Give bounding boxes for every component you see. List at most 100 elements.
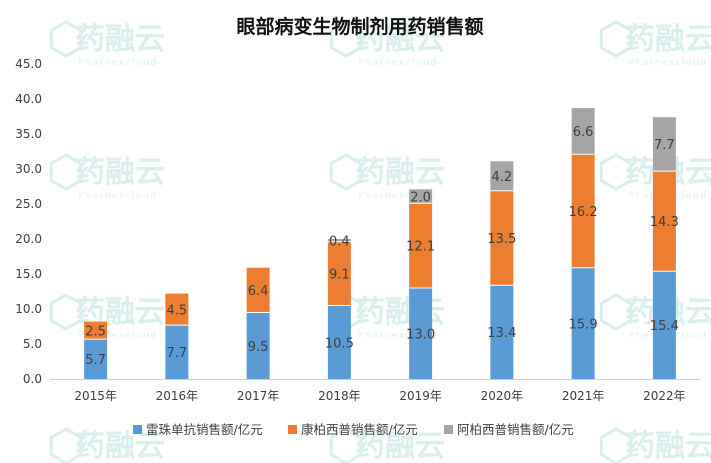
hexagon-logo-icon (49, 293, 83, 331)
data-label: 15.9 (569, 317, 598, 332)
hexagon-logo-icon (329, 20, 363, 58)
watermark-sub: Pharnexcloud (79, 191, 158, 201)
legend-swatch (133, 425, 142, 434)
axis-layer: 0.0 5.0 10.0 15.0 20.0 25.0 30.0 35.0 40.0 45.0 20… (15, 57, 700, 403)
legend-swatch (444, 425, 453, 434)
watermark-sub: Pharnexcloud (359, 191, 438, 201)
data-label: 9.1 (329, 268, 350, 283)
x-tick-label: 2017年 (237, 389, 280, 403)
bar-segment (652, 171, 676, 272)
y-tick-label: 45.0 (15, 57, 42, 71)
watermark-brand: 药融云 (75, 155, 165, 190)
data-label: 6.4 (248, 284, 269, 299)
bar-segment (652, 271, 676, 379)
legend-label: 雷珠单抗销售额/亿元 (146, 422, 263, 437)
legend-item: 阿柏西普销售额/亿元 (444, 422, 574, 437)
labels-layer: 5.7 2.5 7.7 4.5 9.5 6.4 10.5 9.1 0.4 13.0 12.1 2.0 1… (85, 125, 679, 368)
watermark-brand: 药融云 (75, 429, 165, 463)
data-label: 0.4 (329, 234, 350, 249)
bar-segment (571, 108, 595, 155)
bar-segment (409, 288, 433, 379)
bar-segment (246, 312, 270, 379)
legend-swatch (288, 425, 297, 434)
x-tick-label: 2016年 (156, 389, 199, 403)
y-tick-label: 10.0 (15, 302, 42, 316)
watermark-brand: 药融云 (625, 22, 711, 57)
y-tick-label: 25.0 (15, 197, 42, 211)
data-label: 5.7 (85, 353, 106, 368)
x-tick-label: 2020年 (481, 389, 524, 403)
y-tick-label: 0.0 (23, 372, 42, 386)
legend-label: 康柏西普销售额/亿元 (301, 422, 418, 437)
bar-segment (652, 117, 676, 172)
hexagon-logo-icon (599, 153, 633, 191)
y-tick-label: 5.0 (23, 337, 42, 351)
chart-title: 眼部病变生物制剂用药销售额 (236, 15, 483, 38)
hexagon-logo-icon (49, 427, 83, 463)
hexagon-logo-icon (599, 293, 633, 331)
data-label: 10.5 (325, 336, 354, 351)
x-tick-label: 2015年 (74, 389, 117, 403)
hexagon-logo-icon (49, 153, 83, 191)
legend-label: 阿柏西普销售额/亿元 (457, 422, 574, 437)
watermark-brand: 药融云 (355, 429, 445, 463)
x-tick-label: 2018年 (318, 389, 361, 403)
data-label: 4.2 (492, 170, 513, 185)
watermark-sub: Pharnexcloud (79, 331, 158, 341)
hexagon-logo-icon (49, 20, 83, 58)
bar-segment (327, 305, 351, 379)
legend-layer: 雷珠单抗销售额/亿元 康柏西普销售额/亿元 阿柏西普销售额/亿元 (133, 422, 574, 437)
x-tick-label: 2022年 (643, 389, 686, 403)
legend-item: 康柏西普销售额/亿元 (288, 422, 418, 437)
y-tick-label: 40.0 (15, 92, 42, 106)
bar-segment (490, 161, 514, 191)
bar-segment (165, 325, 189, 379)
bar-segment (409, 189, 433, 204)
watermark-layer: 药融云Pharnexcloud药融云Pharnexcloud药融云Pharnex… (49, 20, 711, 463)
data-label: 2.0 (410, 190, 431, 205)
bars-layer (84, 108, 676, 379)
bar-segment (409, 203, 433, 288)
bar-segment (327, 239, 351, 242)
data-label: 15.4 (650, 319, 679, 334)
data-label: 9.5 (248, 340, 269, 355)
y-tick-label: 30.0 (15, 162, 42, 176)
y-tick-label: 15.0 (15, 267, 42, 281)
legend-item: 雷珠单抗销售额/亿元 (133, 422, 263, 437)
watermark-brand: 药融云 (355, 155, 445, 190)
data-label: 13.0 (406, 328, 435, 343)
watermark-brand: 药融云 (75, 22, 165, 57)
x-tick-label: 2019年 (399, 389, 442, 403)
watermark-brand: 药融云 (355, 22, 445, 57)
data-label: 4.5 (167, 303, 188, 318)
data-label: 13.5 (487, 232, 516, 247)
watermark-sub: Pharnexcloud (359, 58, 438, 68)
data-label: 7.7 (167, 346, 188, 361)
bar-segment (84, 339, 108, 379)
bar-segment (246, 267, 270, 313)
data-label: 16.2 (569, 205, 598, 220)
bar-segment (490, 285, 514, 379)
data-label: 2.5 (85, 324, 106, 339)
y-tick-label: 20.0 (15, 232, 42, 246)
data-label: 13.4 (487, 326, 516, 341)
data-label: 14.3 (650, 215, 679, 230)
y-tick-label: 35.0 (15, 127, 42, 141)
bar-segment (327, 241, 351, 306)
hexagon-logo-icon (599, 427, 633, 463)
watermark-brand: 药融云 (625, 429, 711, 463)
bar-segment (571, 267, 595, 379)
data-label: 6.6 (573, 125, 594, 140)
hexagon-logo-icon (329, 153, 363, 191)
